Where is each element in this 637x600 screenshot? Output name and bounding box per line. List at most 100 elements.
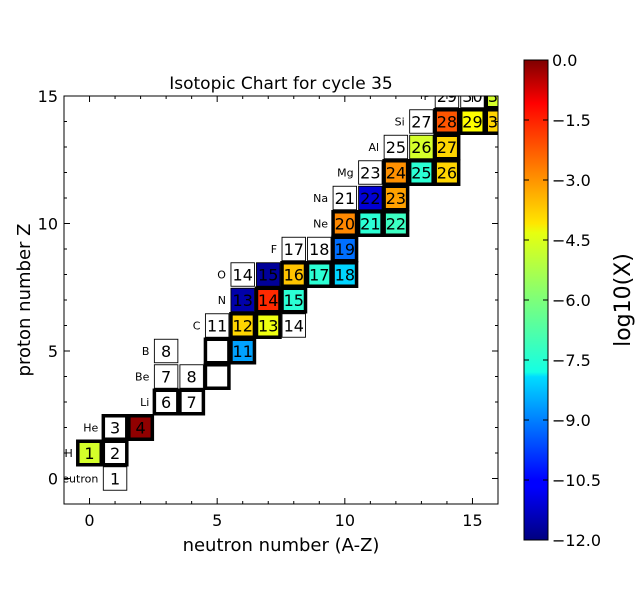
isotope-cell: 24 — [382, 159, 410, 186]
isotope-mass-label: 22 — [360, 189, 380, 208]
isotope-cell-box — [358, 160, 383, 185]
isotope-mass-label: 22 — [386, 215, 406, 234]
isotope-cell: 8 — [179, 364, 204, 389]
isotope-mass-label: 21 — [335, 189, 355, 208]
isotope-mass-label: 11 — [207, 317, 227, 336]
element-symbol-label: C — [193, 320, 201, 333]
isotope-cell-box — [458, 108, 486, 135]
isotope-cell-box — [382, 210, 410, 237]
isotope-cell: 29 — [458, 108, 486, 135]
isotope-cell-box — [204, 313, 230, 338]
y-axis-label: proton number Z — [14, 224, 35, 377]
element-symbol-label: Li — [140, 396, 149, 409]
isotope-mass-label: 25 — [386, 138, 406, 157]
colorbar-tick-label: −7.5 — [552, 351, 591, 370]
colorbar-label-text: log10(X) — [611, 253, 636, 347]
isotope-cell-box — [307, 236, 332, 262]
isotope-mass-label: 21 — [360, 215, 380, 234]
isotope-cell-box — [230, 287, 255, 313]
x-tick-label: 0 — [84, 511, 94, 530]
element-symbol-label: Na — [313, 192, 328, 205]
isotope-mass-label: 20 — [335, 215, 355, 234]
isotope-cell-box — [331, 210, 359, 237]
isotope-cell: 29 — [434, 87, 460, 109]
isotope-mass-label: 14 — [233, 266, 253, 285]
isotope-cell: 3 — [101, 414, 129, 441]
isotope-cell — [203, 363, 231, 390]
colorbar-tick-label: −9.0 — [552, 411, 591, 430]
isotope-cell-box — [229, 337, 257, 365]
isotope-cell-box — [152, 388, 180, 416]
isotope-cell: 1 — [76, 439, 104, 467]
isotope-cell: 26 — [409, 134, 434, 160]
isotope-cell: 22 — [382, 210, 410, 237]
colorbar-label: log10(X) — [611, 253, 636, 347]
colorbar: 0.0 −1.5 −3.0 −4.5 −6.0 −7.5 −9.0 −10.5 −12.0 — [523, 51, 601, 550]
isotope-cell: 26 — [433, 159, 461, 186]
y-tick-label: 10 — [38, 215, 58, 234]
isotope-mass-label: 28 — [437, 113, 457, 132]
isotope-mass-label: 6 — [161, 393, 171, 412]
element-symbol-label: Be — [135, 371, 150, 384]
isotope-mass-label: 13 — [258, 317, 278, 336]
x-tick-label: 10 — [335, 511, 355, 530]
chart-title: Isotopic Chart for cycle 35 — [169, 74, 392, 94]
isotope-cell: 4 — [127, 414, 155, 441]
isotope-cell: 18 — [307, 236, 332, 262]
isotope-cell: 1 — [102, 466, 128, 491]
isotope-cell-box — [76, 439, 104, 467]
isotope-mass-label: 25 — [411, 164, 431, 183]
isotope-cell: 19 — [331, 235, 359, 263]
isotope-mass-label: 27 — [437, 138, 457, 157]
isotope-cell: 23 — [358, 160, 383, 185]
isotope-cell-box — [254, 286, 282, 314]
colorbar-tick-label: −4.5 — [552, 231, 591, 250]
isotope-cell: 18 — [331, 261, 359, 288]
y-tick-label: 0 — [48, 470, 58, 489]
x-axis-label: neutron number (A-Z) — [183, 535, 380, 556]
isotope-cell: 11 — [204, 313, 230, 338]
isotope-cell-box — [280, 261, 308, 288]
x-tick-label: 15 — [462, 511, 482, 530]
element-symbol-label: F — [271, 243, 277, 256]
isotope-mass-label: 11 — [233, 342, 253, 361]
isotope-cell-box — [203, 363, 231, 390]
isotope-mass-label: 17 — [284, 240, 304, 259]
isotope-cell-box — [256, 262, 281, 287]
isotope-mass-label: 23 — [360, 164, 380, 183]
isotope-mass-label: 4 — [135, 419, 145, 438]
isotope-cell-box — [407, 159, 435, 186]
isotope-mass-label: 8 — [187, 368, 197, 387]
colorbar-tick-label: 0.0 — [552, 51, 577, 70]
isotope-mass-label: 16 — [284, 266, 304, 285]
isotope-mass-label: 26 — [411, 138, 431, 157]
isotope-cell-box — [382, 159, 410, 186]
isotope-cell: 14 — [254, 286, 282, 314]
isotope-cell-box — [358, 185, 383, 211]
isotope-mass-label: 29 — [437, 87, 457, 106]
isotope-cell: 7 — [153, 364, 179, 389]
isotope-mass-label: 13 — [233, 291, 253, 310]
isotope-cell-box — [356, 210, 384, 237]
isotope-cell-box — [203, 337, 231, 365]
isotope-mass-label: 18 — [335, 266, 355, 285]
colorbar-tick-label: −6.0 — [552, 291, 591, 310]
isotope-cell: 14 — [230, 262, 255, 287]
isotope-cell-box — [331, 261, 359, 288]
isotope-cell: 17 — [281, 236, 306, 262]
isotope-mass-label: 19 — [335, 240, 355, 259]
isotope-cell: 11 — [229, 337, 257, 365]
isotope-cell: 16 — [280, 261, 308, 288]
isotope-cell: 25 — [383, 134, 409, 160]
colorbar-tick-label: −10.5 — [552, 471, 601, 490]
isotope-mass-label: 3 — [110, 419, 120, 438]
isotope-cell-box — [433, 108, 461, 135]
isotope-cell: 17 — [305, 261, 333, 288]
colorbar-tick-label: −3.0 — [552, 171, 591, 190]
isotope-cell-box — [178, 388, 206, 416]
x-tick-label: 5 — [212, 511, 222, 530]
isotope-cell-box — [332, 185, 358, 211]
isotope-cell: 13 — [230, 287, 255, 313]
isotope-cell-box — [102, 466, 128, 491]
